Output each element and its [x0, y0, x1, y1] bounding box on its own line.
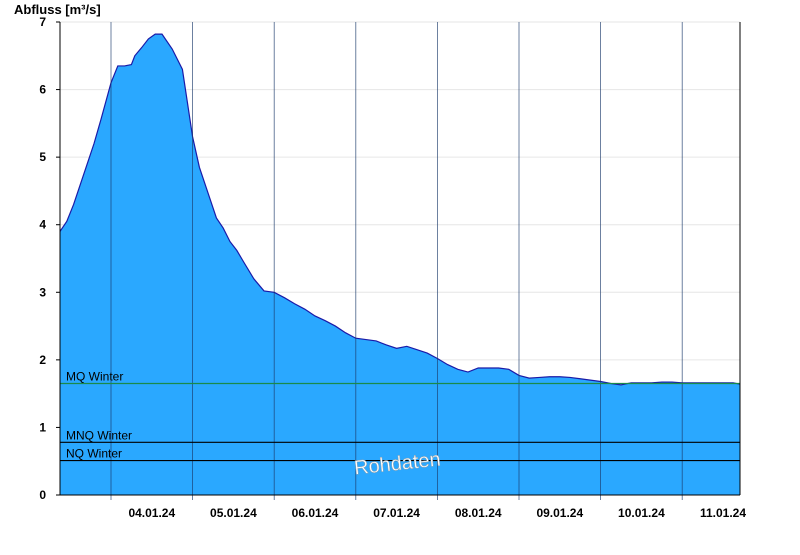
- y-tick-label: 0: [39, 488, 46, 502]
- x-tick-label: 07.01.24: [373, 506, 420, 520]
- y-tick-label: 7: [39, 15, 46, 29]
- x-tick-label: 05.01.24: [210, 506, 257, 520]
- y-tick-label: 6: [39, 83, 46, 97]
- reference-line-label: MQ Winter: [66, 370, 123, 384]
- y-tick-label: 4: [39, 218, 46, 232]
- discharge-area: [60, 34, 740, 495]
- y-tick-label: 1: [39, 420, 46, 434]
- x-tick-label: 11.01.24: [700, 506, 746, 520]
- y-tick-label: 5: [39, 150, 46, 164]
- y-tick-label: 2: [39, 353, 46, 367]
- discharge-line: [59, 33, 741, 386]
- reference-line-label: MNQ Winter: [66, 428, 132, 442]
- y-tick-label: 3: [39, 285, 46, 299]
- x-tick-label: 09.01.24: [536, 506, 583, 520]
- y-axis-label: Abfluss [m³/s]: [14, 2, 101, 17]
- x-tick-label: 06.01.24: [292, 506, 339, 520]
- x-tick-label: 10.01.24: [618, 506, 665, 520]
- reference-line-label: NQ Winter: [66, 447, 122, 461]
- x-tick-label: 04.01.24: [128, 506, 175, 520]
- x-tick-label: 08.01.24: [455, 506, 502, 520]
